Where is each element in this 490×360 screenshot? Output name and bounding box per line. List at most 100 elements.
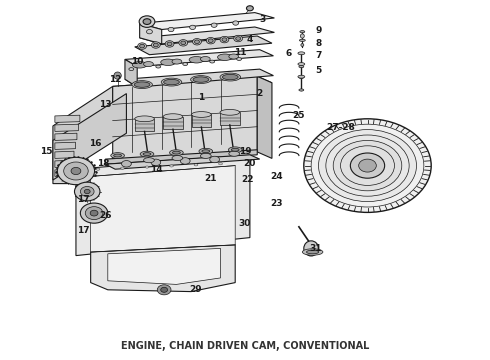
Text: 30: 30 [239,219,251,228]
Ellipse shape [229,54,239,59]
Ellipse shape [183,63,188,66]
Ellipse shape [298,63,305,66]
Ellipse shape [170,165,173,167]
Text: 10: 10 [131,57,144,66]
Circle shape [143,19,151,24]
Text: 29: 29 [190,285,202,294]
Polygon shape [91,166,235,252]
Polygon shape [140,13,274,30]
Ellipse shape [222,74,238,80]
Ellipse shape [135,116,154,122]
Circle shape [74,182,100,201]
Ellipse shape [220,36,229,43]
Polygon shape [55,124,78,131]
Polygon shape [135,119,154,131]
Ellipse shape [145,166,149,168]
Text: 22: 22 [241,175,254,184]
Ellipse shape [191,76,211,84]
Polygon shape [55,169,71,176]
Text: 17: 17 [77,195,90,204]
Ellipse shape [229,151,240,156]
Circle shape [246,6,253,11]
Text: 12: 12 [109,75,122,84]
Polygon shape [125,59,137,87]
Circle shape [359,159,376,172]
Ellipse shape [129,68,134,71]
Polygon shape [55,115,80,122]
Text: 23: 23 [270,199,283,208]
Ellipse shape [161,78,182,86]
Text: 7: 7 [315,51,322,60]
Ellipse shape [140,44,145,48]
Text: 11: 11 [234,48,246,57]
Ellipse shape [121,167,124,169]
Circle shape [80,186,94,197]
Ellipse shape [96,168,100,170]
Ellipse shape [192,112,211,117]
Ellipse shape [122,161,131,167]
Text: 9: 9 [315,26,322,35]
Ellipse shape [151,159,161,166]
Polygon shape [105,150,257,164]
Ellipse shape [156,65,161,68]
Polygon shape [55,160,73,167]
Ellipse shape [114,72,121,79]
Polygon shape [125,69,273,87]
Ellipse shape [132,81,152,89]
Ellipse shape [144,62,153,67]
Ellipse shape [199,148,213,154]
Circle shape [333,140,402,191]
Polygon shape [55,142,75,149]
Ellipse shape [200,153,211,158]
Circle shape [350,153,385,178]
Ellipse shape [164,79,179,85]
Ellipse shape [298,75,305,78]
Circle shape [85,207,103,220]
Ellipse shape [299,66,304,68]
Ellipse shape [208,39,213,42]
Ellipse shape [138,43,147,49]
Circle shape [161,287,168,292]
Ellipse shape [302,249,323,255]
Ellipse shape [228,147,242,153]
Ellipse shape [189,57,204,63]
Ellipse shape [200,57,210,62]
Circle shape [139,16,155,27]
Ellipse shape [218,54,232,60]
Ellipse shape [299,89,304,91]
Ellipse shape [167,42,172,46]
Ellipse shape [168,27,174,32]
Polygon shape [113,76,257,162]
Circle shape [84,189,90,194]
Polygon shape [192,114,211,127]
Ellipse shape [222,38,227,41]
Ellipse shape [298,52,305,55]
Text: 16: 16 [89,139,102,148]
Ellipse shape [179,40,188,46]
Ellipse shape [194,164,198,166]
Ellipse shape [236,37,241,40]
Circle shape [71,167,81,175]
Polygon shape [125,50,273,67]
Ellipse shape [134,82,150,87]
Ellipse shape [300,34,304,38]
Ellipse shape [153,43,158,47]
Text: 18: 18 [97,159,109,168]
Polygon shape [55,133,77,140]
Ellipse shape [140,151,154,157]
Ellipse shape [202,150,210,153]
Text: 14: 14 [150,165,163,174]
Text: 26: 26 [99,211,112,220]
Text: 8: 8 [316,39,321,48]
Ellipse shape [211,23,217,27]
Ellipse shape [165,41,174,47]
Ellipse shape [143,153,151,156]
Ellipse shape [161,59,175,66]
Ellipse shape [193,77,209,82]
Polygon shape [55,151,74,158]
Ellipse shape [220,73,241,81]
Polygon shape [113,76,272,94]
Text: 31: 31 [310,244,322,253]
Circle shape [90,210,98,216]
Ellipse shape [181,41,186,45]
